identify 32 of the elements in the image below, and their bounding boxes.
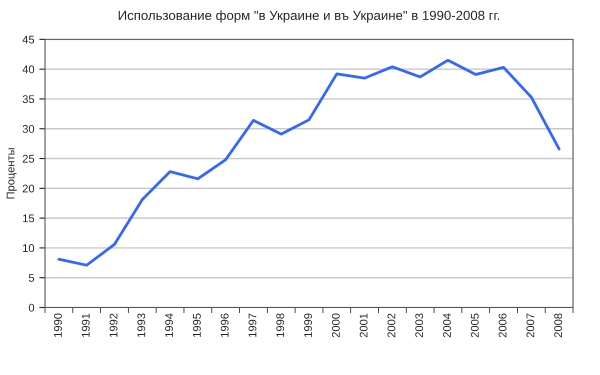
x-tick-label: 1994 — [165, 313, 174, 337]
y-axis-title: Проценты — [6, 148, 17, 199]
x-tick-label: 1995 — [192, 314, 201, 337]
x-tick-label: 1993 — [137, 314, 146, 337]
x-tick-label: 2007 — [526, 314, 534, 338]
chart-title: Использование форм "в Украине и въ Украине" в 1990-2008 гг. — [118, 10, 500, 23]
x-tick-label: 2005 — [470, 314, 479, 338]
y-tick-label: 30 — [22, 125, 34, 133]
x-tick-label: 2001 — [360, 314, 368, 338]
y-tick-label: 20 — [22, 184, 34, 192]
x-tick-label: 2008 — [554, 314, 562, 338]
y-tick-label: 45 — [22, 36, 34, 44]
x-tick-label: 1999 — [304, 314, 312, 337]
x-tick-label: 2002 — [387, 314, 396, 338]
line-series — [58, 58, 560, 267]
x-tick-label: 2003 — [415, 314, 424, 338]
x-tick-label: 1990 — [54, 313, 62, 337]
x-tick-label: 1991 — [82, 314, 90, 337]
y-tick-label: 5 — [28, 274, 34, 282]
x-tick-label: 2004 — [443, 313, 451, 338]
x-tick-label: 2000 — [332, 313, 340, 338]
y-tick-label: 0 — [28, 304, 34, 312]
y-tick-label: 15 — [23, 214, 34, 222]
y-tick-label: 35 — [22, 95, 34, 104]
y-tick-label: 10 — [23, 244, 34, 252]
y-tick-label: 25 — [22, 154, 34, 163]
x-tick-label: 1997 — [248, 314, 256, 337]
x-tick-label: 1992 — [110, 314, 118, 337]
x-tick-label: 1996 — [220, 314, 229, 337]
x-tick-label: 1998 — [276, 314, 284, 337]
y-tick-label: 40 — [22, 65, 34, 74]
x-tick-label: 2006 — [498, 314, 507, 338]
